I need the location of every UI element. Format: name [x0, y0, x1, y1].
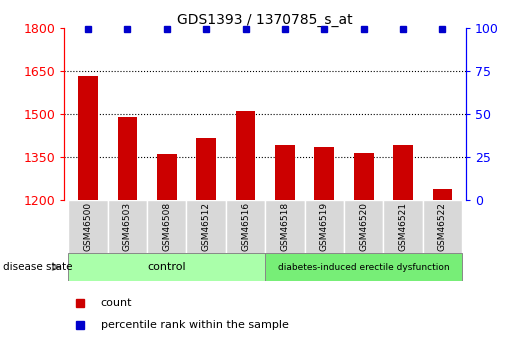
Text: GSM46503: GSM46503	[123, 202, 132, 252]
Text: GSM46520: GSM46520	[359, 202, 368, 252]
FancyBboxPatch shape	[344, 200, 383, 254]
Bar	[315, 147, 334, 200]
FancyBboxPatch shape	[68, 200, 108, 254]
Title: GDS1393 / 1370785_s_at: GDS1393 / 1370785_s_at	[177, 12, 353, 27]
Text: GSM46512: GSM46512	[202, 202, 211, 252]
Text: diabetes-induced erectile dysfunction: diabetes-induced erectile dysfunction	[278, 263, 450, 272]
FancyBboxPatch shape	[423, 200, 462, 254]
Bar	[433, 189, 452, 200]
Text: GSM46518: GSM46518	[280, 202, 289, 252]
Text: GSM46522: GSM46522	[438, 203, 447, 251]
FancyBboxPatch shape	[186, 200, 226, 254]
FancyBboxPatch shape	[226, 200, 265, 254]
Text: count: count	[100, 298, 132, 308]
Text: percentile rank within the sample: percentile rank within the sample	[100, 319, 288, 329]
Bar	[354, 152, 373, 200]
Bar	[393, 145, 413, 200]
FancyBboxPatch shape	[304, 200, 344, 254]
Bar	[275, 146, 295, 200]
FancyBboxPatch shape	[147, 200, 186, 254]
Text: control: control	[147, 262, 186, 272]
Text: GSM46508: GSM46508	[162, 202, 171, 252]
Bar	[78, 77, 98, 200]
Bar	[236, 111, 255, 200]
Text: GSM46516: GSM46516	[241, 202, 250, 252]
FancyBboxPatch shape	[265, 253, 462, 281]
Text: GSM46519: GSM46519	[320, 202, 329, 252]
Text: GSM46521: GSM46521	[399, 202, 407, 252]
Bar	[117, 117, 137, 200]
Bar	[157, 154, 177, 200]
FancyBboxPatch shape	[265, 200, 304, 254]
FancyBboxPatch shape	[68, 253, 265, 281]
FancyBboxPatch shape	[108, 200, 147, 254]
Text: GSM46500: GSM46500	[83, 202, 93, 252]
FancyBboxPatch shape	[383, 200, 423, 254]
Bar	[196, 138, 216, 200]
Text: disease state: disease state	[3, 262, 72, 272]
